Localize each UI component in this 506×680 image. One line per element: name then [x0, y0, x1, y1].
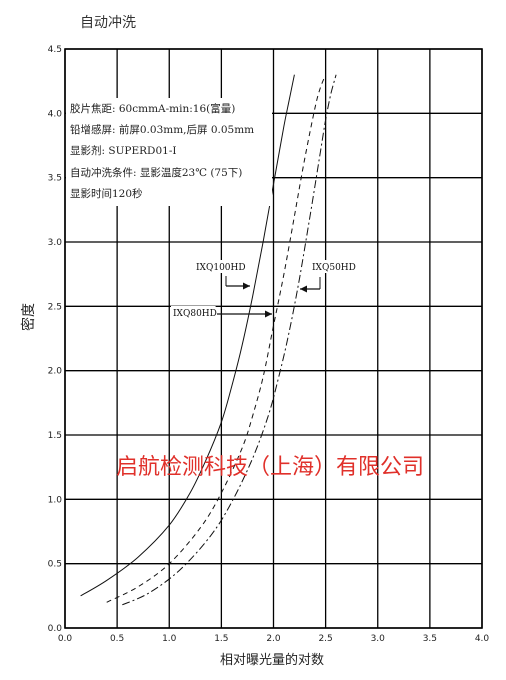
series-label: IXQ80HD [173, 309, 217, 319]
condition-line: 显影剂: SUPERD01-I [70, 144, 177, 157]
x-tick-label: 3.0 [371, 634, 386, 644]
arrow-head-icon [243, 282, 250, 290]
series-label-background [171, 306, 216, 319]
curve-ixq100hd [80, 74, 295, 597]
curves [80, 74, 337, 606]
y-tick-label: 1.0 [48, 495, 63, 505]
y-tick-label: 3.5 [48, 174, 62, 184]
x-tick-label: 2.5 [318, 634, 332, 644]
x-tick-label: 1.5 [214, 634, 228, 644]
x-tick-label: 3.5 [423, 634, 437, 644]
y-axis-label: 密度 [20, 303, 37, 331]
arrow-head-icon [265, 310, 272, 318]
x-tick-label: 4.0 [475, 634, 490, 644]
y-tick-label: 3.0 [48, 238, 63, 248]
annotations: IXQ100HD IXQ80HD IXQ50HD [66, 98, 356, 319]
condition-line: 铅增感屏: 前屏0.03mm,后屏 0.05mm [70, 123, 254, 136]
y-tick-label: 0.0 [48, 624, 63, 634]
x-tick-label: 2.0 [266, 634, 281, 644]
y-tick-label: 2.0 [48, 367, 63, 377]
y-tick-label: 4.5 [48, 45, 62, 55]
y-tick-label: 4.0 [48, 109, 63, 119]
x-axis-label: 相对曝光量的对数 [220, 652, 324, 668]
y-tick-label: 0.5 [48, 560, 62, 570]
x-tick-label: 1.0 [162, 634, 177, 644]
conditions-box: 胶片焦距: 60cmmA-min:16(富量) 铅增感屏: 前屏0.03mm,后… [70, 102, 254, 200]
arrow-head-icon [300, 285, 307, 293]
conditions-background [66, 98, 272, 206]
condition-line: 胶片焦距: 60cmmA-min:16(富量) [70, 102, 235, 115]
watermark: 启航检测科技（上海）有限公司 [116, 455, 424, 480]
x-tick-label: 0.5 [110, 634, 124, 644]
y-tick-label: 2.5 [48, 302, 62, 312]
condition-line: 自动冲洗条件: 显影温度23℃ (75下) [70, 166, 242, 179]
condition-line: 显影时间120秒 [70, 187, 143, 200]
series-label: IXQ50HD [312, 263, 356, 273]
series-label-background [310, 260, 355, 273]
tick-labels: 0.0 0.5 1.0 1.5 2.0 2.5 3.0 3.5 4.0 0.0 0.5 1.0 1.5 2… [48, 45, 490, 644]
series-label-background [194, 260, 245, 273]
chart-title: 自动冲洗 [80, 15, 136, 31]
x-tick-label: 0.0 [58, 634, 73, 644]
series-label: IXQ100HD [196, 263, 246, 273]
y-tick-label: 1.5 [48, 431, 62, 441]
curve-ixq50hd [122, 74, 337, 606]
